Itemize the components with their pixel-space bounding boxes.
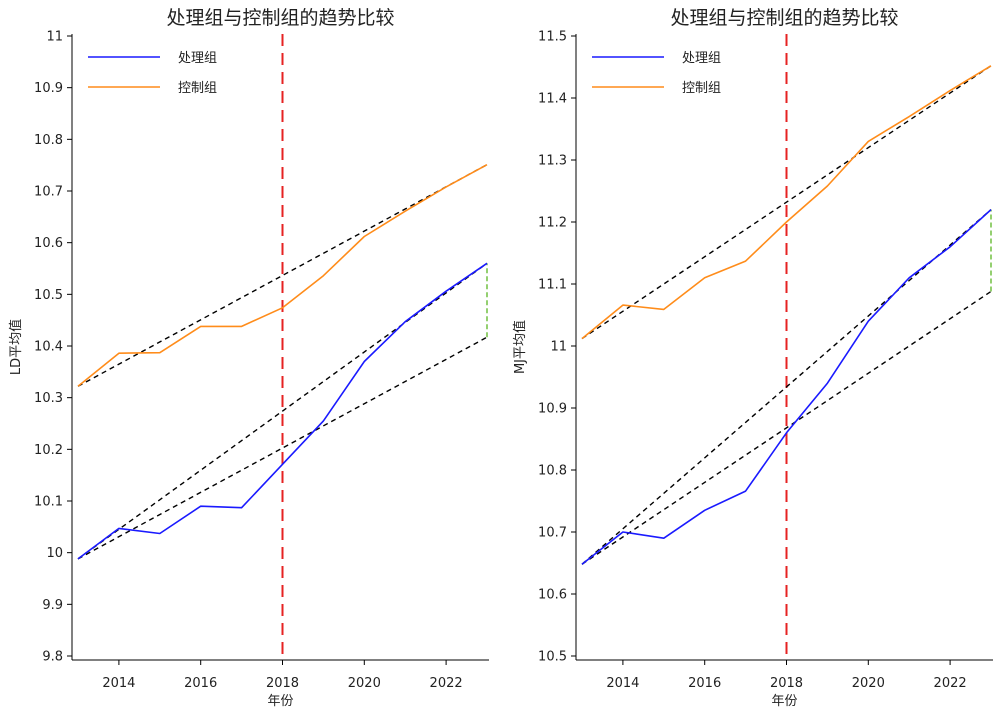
right-y-tick-label: 10.6 [538,588,567,603]
right-x-tick-label: 2014 [606,676,639,691]
right-y-tick-label: 11.5 [538,30,567,45]
left-y-tick-label: 10.1 [34,495,63,510]
left-x-tick-label: 2014 [102,676,135,691]
left-series-line-treatment [77,262,488,560]
right-trend-line [581,65,992,340]
left-legend-label: 控制组 [178,81,217,96]
left-y-tick-label: 10.7 [34,185,63,200]
left-y-tick-label: 10.9 [34,81,63,96]
right-y-axis-label: MJ平均值 [512,320,528,374]
left-y-tick-label: 10 [46,546,63,561]
right-panel: 处理组与控制组的趋势比较 10.5 10.6 10.7 10.8 10.9 11 11.1 11… [512,7,993,709]
right-legend-label: 控制组 [682,81,721,96]
right-y-tick-label: 11 [550,340,567,355]
right-y-tick-label: 10.9 [538,402,567,417]
left-trend-line [77,262,488,560]
right-y-tick-label: 11.1 [538,278,567,293]
right-x-axis-label: 年份 [771,694,797,709]
left-legend-label: 处理组 [178,51,217,66]
left-x-axis-label: 年份 [267,694,293,709]
right-y-tick-label: 10.5 [538,650,567,665]
right-trend-line [581,290,992,565]
left-chart-title: 处理组与控制组的趋势比较 [166,7,394,29]
right-x-tick-label: 2022 [934,676,967,691]
right-x-tick-label: 2020 [852,676,885,691]
right-y-tick-label: 11.4 [538,92,567,107]
left-y-tick-label: 9.8 [42,650,63,665]
left-trend-line [77,336,488,560]
left-y-tick-label: 10.4 [34,340,63,355]
left-x-tick-label: 2016 [184,676,217,691]
left-x-tick-label: 2022 [430,676,463,691]
left-y-tick-label: 10.8 [34,133,63,148]
left-y-tick-label: 9.9 [42,598,63,613]
left-series-line-control [77,163,488,387]
right-y-tick-label: 10.8 [538,464,567,479]
left-trend-line [77,164,488,387]
left-y-tick-label: 10.2 [34,443,63,458]
left-y-tick-label: 10.5 [34,288,63,303]
right-trend-line [581,209,992,565]
right-series-line-treatment [581,209,992,565]
right-y-tick-label: 11.3 [538,154,567,169]
right-y-tick-label: 10.7 [538,526,567,541]
right-x-tick-label: 2016 [688,676,721,691]
left-y-tick-label: 10.6 [34,236,63,251]
left-x-tick-label: 2018 [266,676,299,691]
left-y-tick-label: 10.3 [34,391,63,406]
left-y-tick-label: 11 [46,30,63,45]
left-x-tick-label: 2020 [348,676,381,691]
right-series-line-control [581,65,992,340]
right-legend-label: 处理组 [682,51,721,66]
right-chart-title: 处理组与控制组的趋势比较 [670,7,898,29]
left-panel: 处理组与控制组的趋势比较 9.8 9.9 10 10.1 10.2 10.3 10.4 10.5… [8,7,489,709]
right-y-tick-label: 11.2 [538,216,567,231]
left-y-axis-label: LD平均值 [8,319,24,375]
right-x-tick-label: 2018 [770,676,803,691]
